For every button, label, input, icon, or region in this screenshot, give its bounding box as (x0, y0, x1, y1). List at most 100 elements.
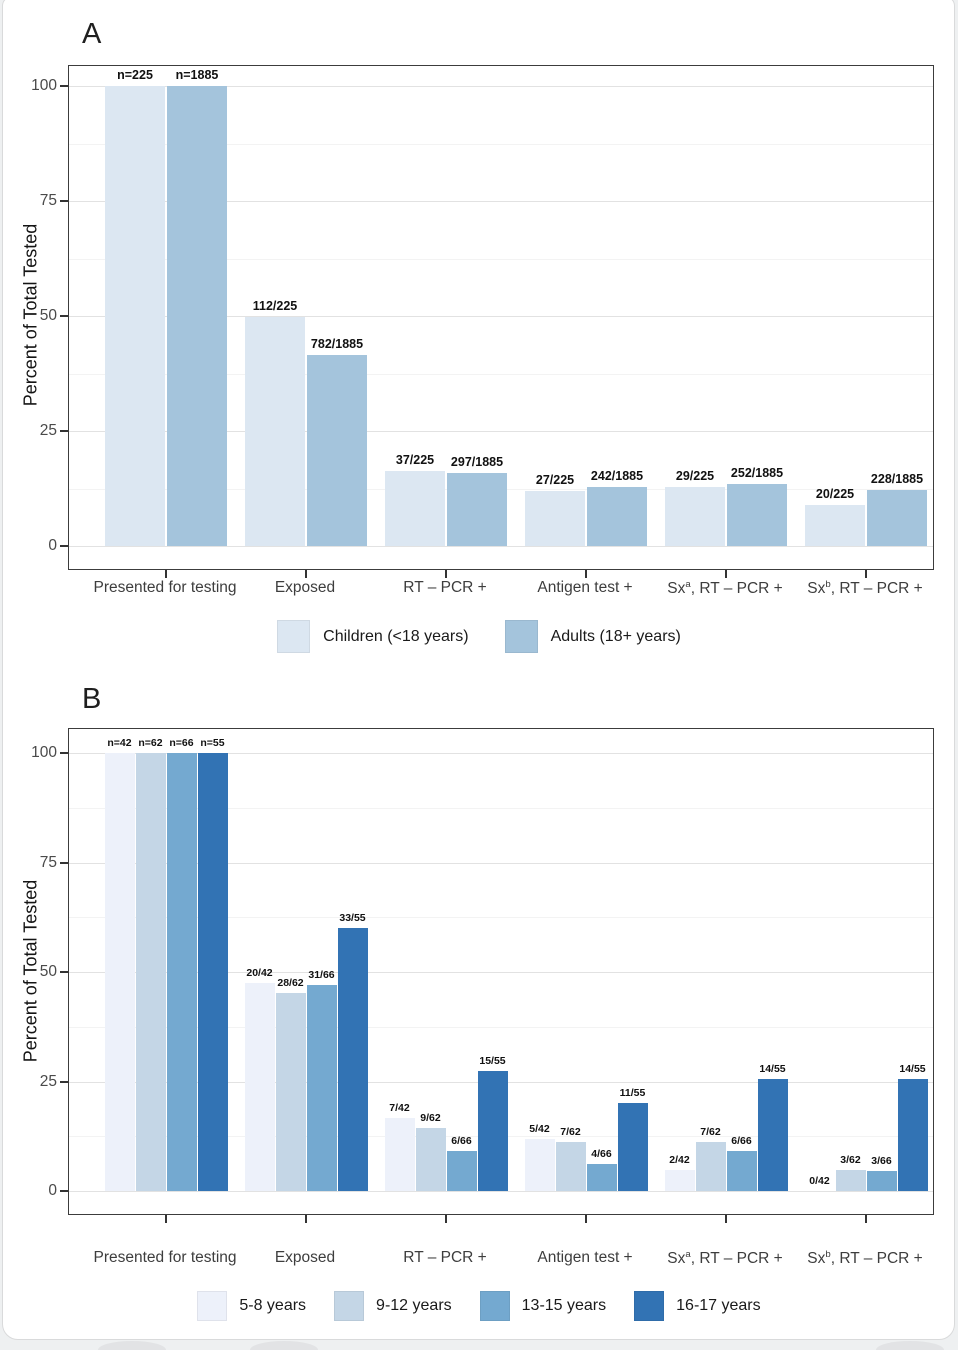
bar-value-label: 6/66 (451, 1135, 472, 1148)
bar-value-label: 11/55 (619, 1087, 646, 1100)
legend-label: 16-17 years (676, 1297, 761, 1314)
bar-value-label: 29/225 (675, 468, 715, 483)
bar-value-label: 5/42 (529, 1122, 550, 1135)
y-tick-mark (60, 315, 68, 317)
bar-value-label: n=66 (169, 737, 194, 749)
panel-a-x-axis-labels: Presented for testing Exposed RT – PCR + An… (68, 579, 934, 609)
x-category-label: RT – PCR + (403, 1249, 487, 1266)
legend-label: 13-15 years (521, 1297, 607, 1314)
bar: 31/66 (306, 969, 337, 1191)
legend-item: 16-17 years (634, 1291, 761, 1321)
bar: 6/66 (446, 1135, 477, 1191)
bar-value-label: 7/62 (700, 1125, 721, 1138)
page-button-peek[interactable] (98, 1341, 166, 1350)
bar: 20/225 (805, 487, 865, 546)
bar-value-label: 9/62 (420, 1111, 441, 1124)
bar: n=62 (135, 737, 166, 1191)
panel-b-plot-area: 0 25 50 75 100 n=42 n=62 n=66 n=55 20/42 28/62 31/6… (31, 728, 934, 1223)
bar-value-label: 782/1885 (310, 337, 364, 352)
bar: 14/55 (757, 1063, 788, 1191)
y-tick-label: 50 (39, 307, 57, 324)
bar-value-label: n=62 (138, 737, 163, 749)
bar: 29/225 (665, 469, 725, 546)
y-tick-mark (60, 200, 68, 202)
legend-item: 5-8 years (197, 1291, 306, 1321)
y-tick-label: 75 (39, 192, 57, 209)
bar: 5/42 (524, 1123, 555, 1191)
bar: n=42 (104, 737, 135, 1191)
gridline (69, 807, 933, 809)
bar-value-label: 3/66 (871, 1155, 892, 1168)
y-tick-mark (60, 971, 68, 973)
gridline (69, 972, 933, 973)
x-category-label: Sxb, RT – PCR + (807, 1249, 923, 1268)
panel-b-letter: B (82, 683, 102, 715)
bar: 242/1885 (587, 469, 647, 546)
gridline (69, 373, 933, 375)
bar-value-label: 31/66 (308, 969, 335, 982)
bar: 6/66 (726, 1135, 757, 1191)
x-category-label: Presented for testing (93, 1249, 237, 1266)
bar-value-label: 3/62 (840, 1153, 861, 1166)
x-category-label: Presented for testing (93, 579, 237, 596)
bar-value-label: 2/42 (669, 1153, 690, 1166)
panel-b-x-axis-labels: Presented for testing Exposed RT – PCR + An… (68, 1249, 934, 1279)
bar-value-label: 6/66 (731, 1135, 752, 1148)
bar-group: n=42 n=62 n=66 n=55 (104, 737, 228, 1191)
page-button-peek[interactable] (876, 1341, 944, 1350)
bar-group: 20/42 28/62 31/66 33/55 (244, 753, 368, 1191)
gridline (69, 431, 933, 432)
x-tick-mark (865, 1215, 867, 1223)
bar: 4/66 (586, 1148, 617, 1191)
bar: 9/62 (415, 1112, 446, 1191)
y-tick-mark (60, 85, 68, 87)
x-category-label: RT – PCR + (403, 579, 487, 596)
gridline (69, 1191, 933, 1192)
panel-a-letter: A (82, 18, 102, 50)
x-category-label: Antigen test + (537, 1249, 633, 1266)
bar-value-label: n=55 (200, 737, 225, 749)
page-button-peek[interactable] (250, 1341, 318, 1350)
bar-value-label: n=42 (107, 737, 132, 749)
gridline (69, 316, 933, 317)
bar: 7/62 (695, 1126, 726, 1191)
gridline (69, 86, 933, 87)
y-tick-label: 25 (39, 1072, 57, 1090)
bar-value-label: 228/1885 (870, 472, 924, 487)
legend-swatch (504, 620, 538, 653)
x-category-label: Exposed (274, 579, 336, 596)
bar-value-label: 20/42 (246, 966, 273, 979)
x-tick-mark (305, 1215, 307, 1223)
gridline (69, 143, 933, 145)
bar: 782/1885 (307, 337, 367, 546)
y-tick-mark (60, 861, 68, 864)
x-tick-mark (165, 570, 167, 578)
bar-group: 37/225 297/1885 (385, 86, 507, 546)
bar-group: 0/42 3/62 3/66 14/55 (805, 753, 928, 1191)
bar-group: 27/225 242/1885 (525, 86, 647, 546)
bar: 2/42 (664, 1154, 695, 1191)
x-tick-mark (445, 570, 447, 578)
bar: n=225 (105, 68, 165, 546)
panel-a-plot-area: 0 25 50 75 100 n=225 n=1885 112/225 782/1885 37/2… (31, 65, 934, 578)
bar: n=1885 (167, 68, 227, 546)
legend-swatch (197, 1291, 228, 1321)
bar-value-label: 112/225 (252, 298, 298, 313)
x-tick-mark (585, 570, 587, 578)
bar-value-label: 0/42 (809, 1175, 830, 1187)
bar-value-label: 14/55 (759, 1063, 786, 1076)
bar-value-label: 4/66 (591, 1148, 612, 1161)
x-category-label: Sxa, RT – PCR + (667, 1249, 783, 1268)
bar: 252/1885 (727, 466, 787, 546)
bar-value-label: 297/1885 (450, 455, 504, 470)
bar-value-label: 37/225 (395, 452, 435, 467)
bar-group: n=225 n=1885 (105, 68, 227, 546)
legend-swatch (277, 620, 311, 653)
gridline (69, 753, 933, 754)
bar-value-label: 7/62 (560, 1125, 581, 1138)
panel-b-legend: 5-8 years 9-12 years 13-15 years 16-17 year… (0, 1291, 958, 1321)
legend-item: 9-12 years (334, 1291, 452, 1321)
bar-value-label: 28/62 (277, 977, 304, 990)
bar: 20/42 (244, 967, 275, 1191)
bar-value-label: 27/225 (535, 472, 575, 487)
